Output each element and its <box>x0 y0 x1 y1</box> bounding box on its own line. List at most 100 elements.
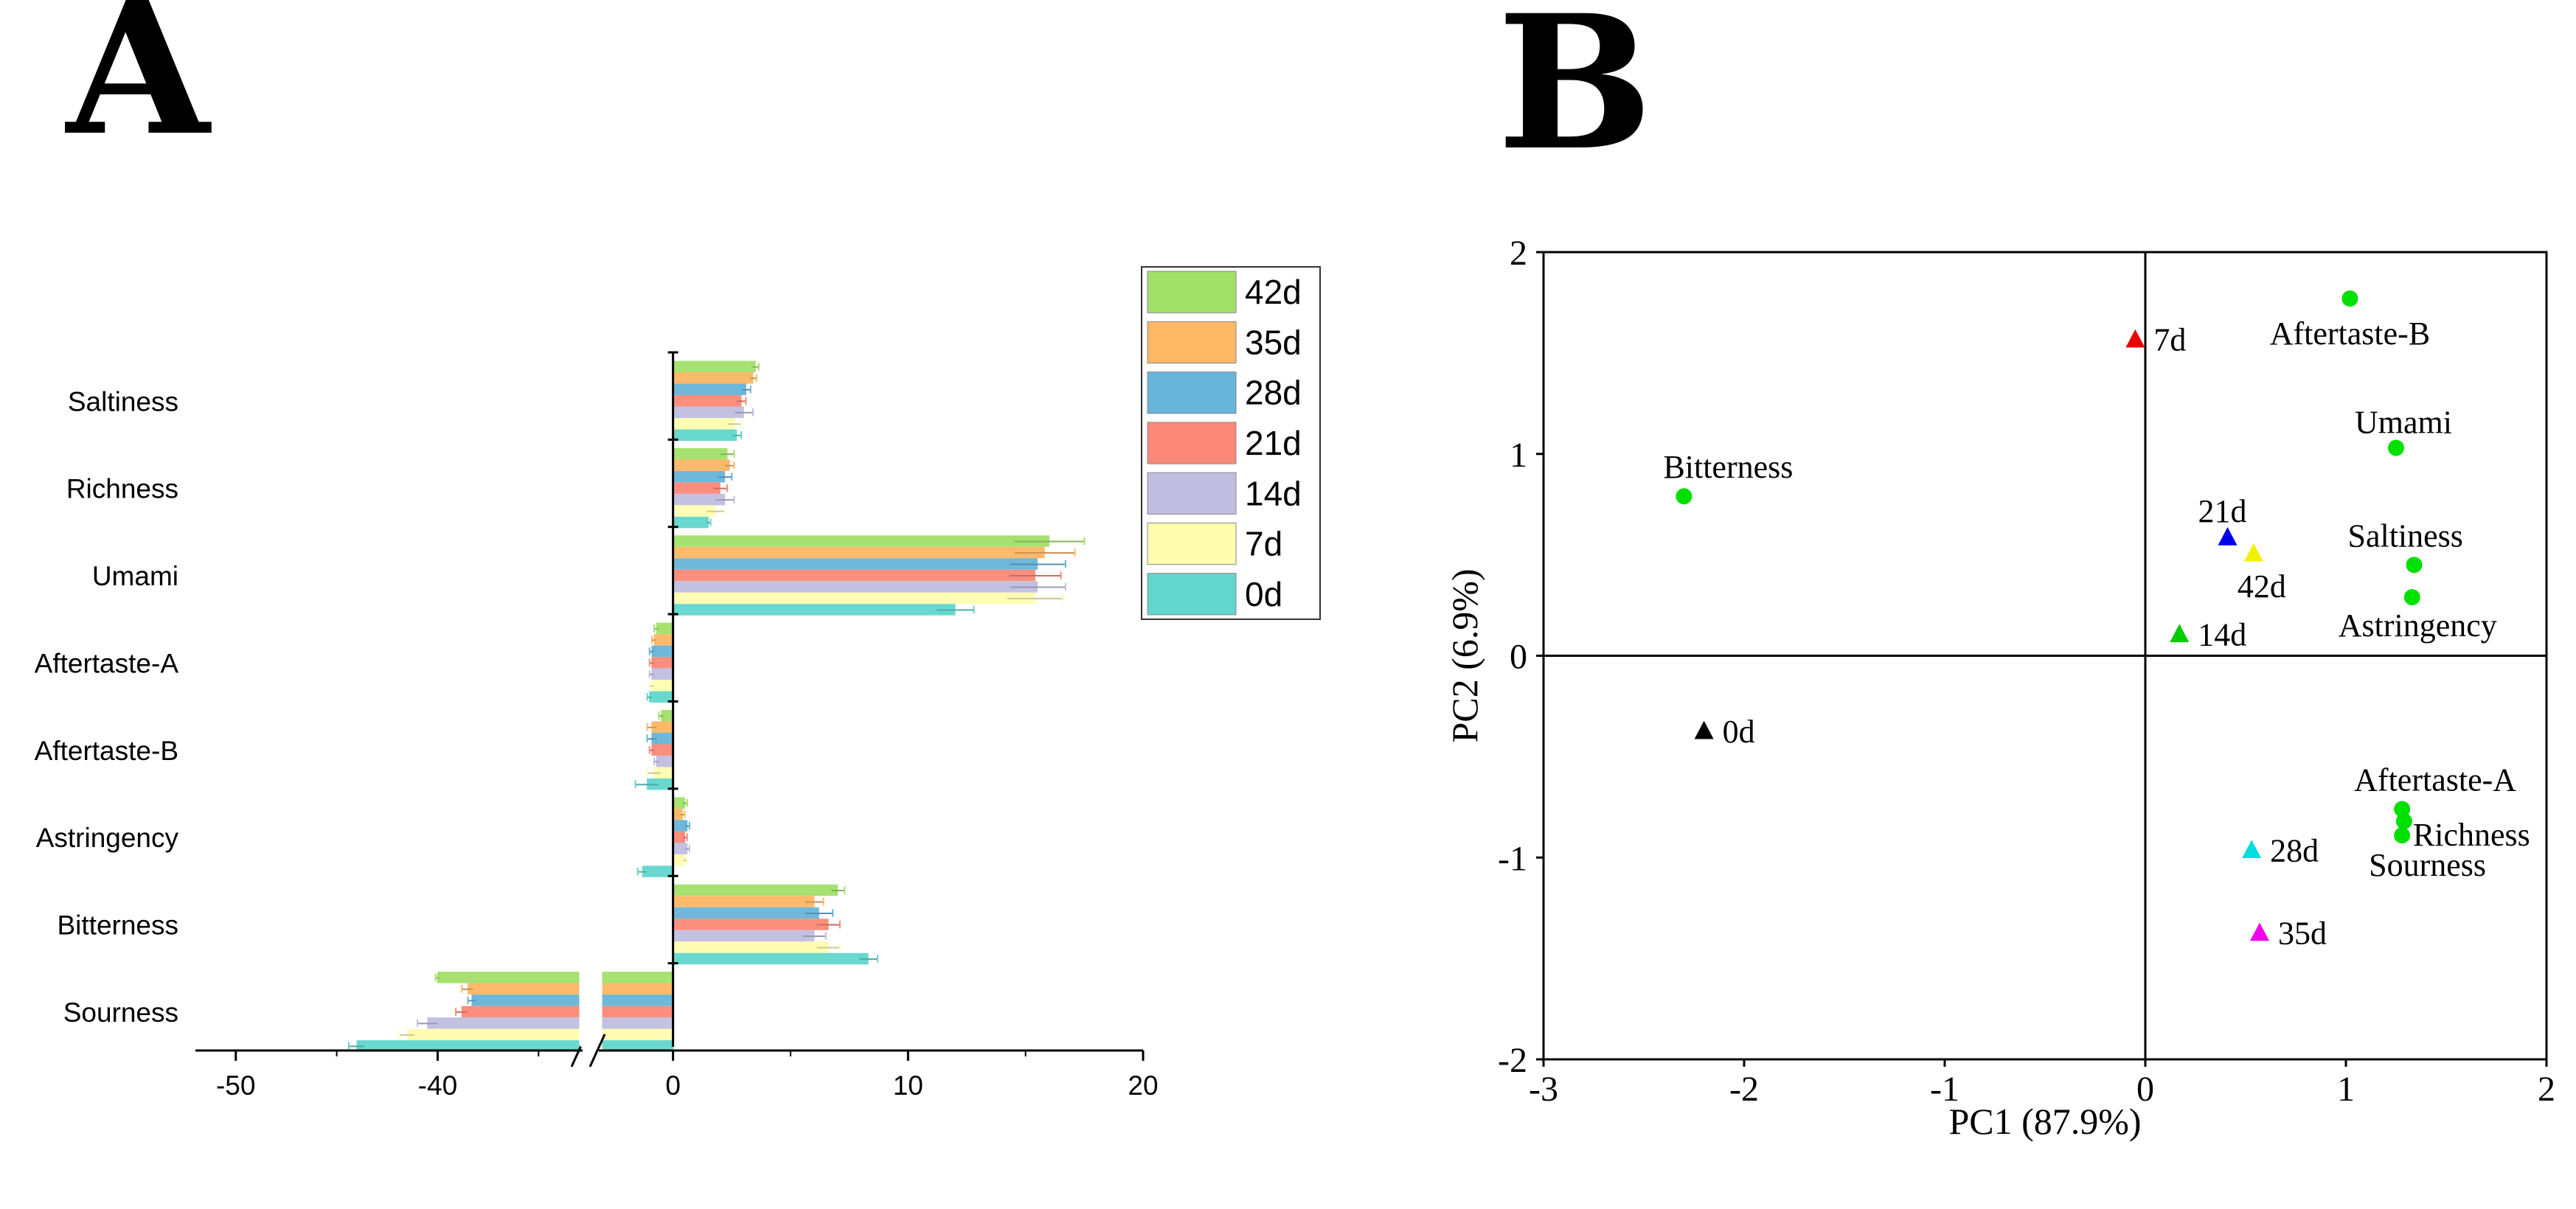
sample-point <box>2250 922 2270 941</box>
attribute-label: Aftertaste-B <box>2270 316 2430 352</box>
y-tick-label: 1 <box>1510 436 1527 475</box>
x-tick-label: -2 <box>1729 1070 1759 1109</box>
attribute-label: Astringency <box>2339 607 2497 644</box>
bar <box>673 372 754 384</box>
bar <box>602 1006 674 1018</box>
legend-label: 35d <box>1245 323 1302 361</box>
category-label: Sourness <box>63 997 178 1028</box>
category-label: Saltiness <box>68 386 178 417</box>
sample-point <box>1694 720 1714 739</box>
x-tick-label: -50 <box>216 1070 255 1101</box>
legend-label: 42d <box>1245 273 1302 311</box>
bar <box>673 447 728 460</box>
sample-label: 21d <box>2198 493 2247 529</box>
x-tick-label: 10 <box>893 1070 923 1101</box>
legend-label: 14d <box>1245 474 1302 512</box>
sample-label: 7d <box>2153 322 2186 358</box>
y-axis-title: PC2 (6.9%) <box>1444 568 1485 742</box>
sample-label: 42d <box>2237 568 2286 604</box>
legend-swatch <box>1147 472 1237 515</box>
attribute-point <box>2406 557 2423 574</box>
attribute-point <box>2394 827 2411 844</box>
attribute-label: Bitterness <box>1663 449 1793 485</box>
legend-label: 28d <box>1245 374 1302 412</box>
attribute-point <box>1676 488 1693 505</box>
bar <box>673 592 1035 604</box>
bar <box>673 919 829 930</box>
bar <box>673 604 956 616</box>
axis-break-gap <box>580 966 591 1047</box>
bar <box>673 418 735 430</box>
attribute-point <box>2388 439 2404 456</box>
x-tick-label: -40 <box>418 1070 457 1101</box>
bar <box>673 360 756 372</box>
bar <box>651 657 674 669</box>
bar <box>673 429 737 441</box>
bar <box>673 569 1035 582</box>
x-tick-label: 1 <box>2337 1070 2355 1109</box>
bar <box>673 383 746 395</box>
sample-label: 35d <box>2278 916 2327 952</box>
legend-swatch <box>1147 573 1237 616</box>
attribute-point <box>2395 812 2412 829</box>
legend-swatch <box>1147 271 1237 313</box>
legend-swatch <box>1147 372 1237 414</box>
category-label: Richness <box>66 474 178 504</box>
attribute-label: Sourness <box>2369 847 2486 883</box>
bar <box>651 744 674 756</box>
bar <box>471 994 580 1006</box>
panel-a-letter: A <box>65 0 212 176</box>
bar <box>651 680 674 691</box>
bar <box>437 972 580 983</box>
bar <box>602 1028 674 1041</box>
bar <box>673 516 709 529</box>
x-tick-label: 0 <box>665 1070 681 1101</box>
y-tick-label: -1 <box>1498 839 1527 878</box>
bar <box>673 535 1050 547</box>
sample-point <box>2242 840 2262 858</box>
category-label: Umami <box>92 561 178 591</box>
category-label: Astringency <box>36 823 179 853</box>
bar <box>673 930 815 942</box>
legend-label: 7d <box>1245 525 1282 563</box>
attribute-label: Saltiness <box>2347 518 2462 554</box>
bar <box>673 896 815 907</box>
bar <box>673 406 744 418</box>
y-tick-label: -2 <box>1498 1041 1527 1080</box>
bar <box>673 952 869 965</box>
legend-swatch <box>1147 321 1237 364</box>
bar-chart-panel-a: Saltiness Richness Umami Aftertaste-A Aftert… <box>35 266 1321 1101</box>
bar <box>673 546 1045 559</box>
bar <box>467 983 580 995</box>
x-axis-title: PC1 (87.9%) <box>1948 1101 2141 1142</box>
attribute-point <box>2403 589 2420 606</box>
sample-point <box>2243 543 2263 562</box>
x-tick-label: -3 <box>1529 1070 1558 1109</box>
sample-point <box>2170 624 2190 643</box>
category-label: Aftertaste-B <box>35 736 178 766</box>
attribute-label: Aftertaste-A <box>2354 762 2516 798</box>
bar <box>673 941 829 953</box>
bar <box>427 1017 580 1029</box>
panel-b-letter: B <box>1497 0 1653 191</box>
sample-label: 0d <box>1723 714 1755 750</box>
sample-point <box>2218 526 2237 546</box>
bar <box>673 395 742 407</box>
bar <box>602 994 674 1006</box>
bar <box>602 972 674 983</box>
bar <box>602 983 674 995</box>
attribute-label: Richness <box>2413 817 2530 853</box>
sample-label: 28d <box>2270 832 2319 868</box>
attribute-label: Umami <box>2355 405 2452 441</box>
bar <box>602 1017 674 1029</box>
sample-point <box>2125 329 2145 348</box>
legend-swatch <box>1147 522 1237 565</box>
attribute-point <box>2394 801 2411 818</box>
x-tick-label: 0 <box>2136 1070 2154 1109</box>
bar <box>673 459 730 471</box>
y-tick-label: 2 <box>1510 234 1527 273</box>
bar <box>651 668 674 680</box>
legend-swatch <box>1147 422 1237 464</box>
